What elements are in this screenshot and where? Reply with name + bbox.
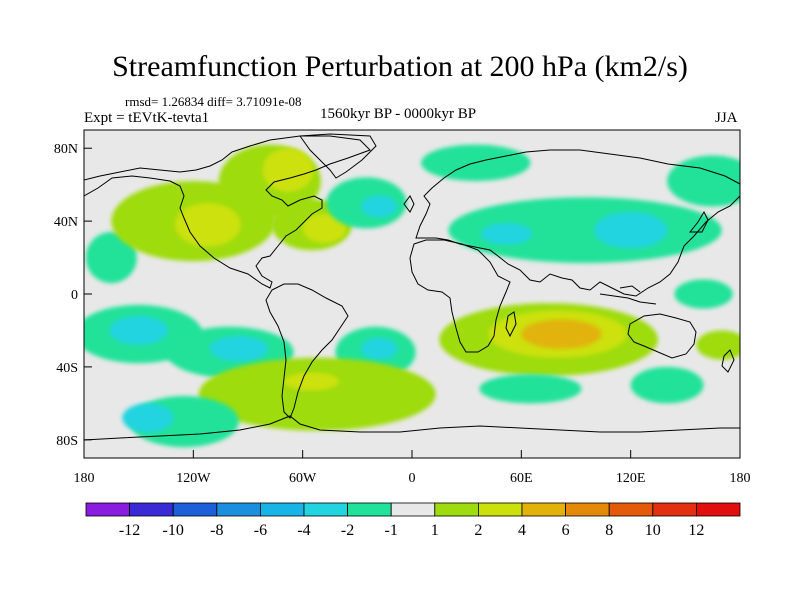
coast-greenland	[299, 133, 377, 179]
contour-blob-29	[696, 330, 740, 360]
axis-ticks: 80N 40N 0 40S 80S 180 120W 60W 0 60E 120E 180	[54, 142, 751, 486]
lon-tick-label: 180	[730, 471, 751, 486]
lon-tick-label: 120W	[176, 471, 211, 486]
colorbar-swatch	[696, 502, 741, 517]
season-label: JJA	[715, 110, 738, 126]
colorbar-label: -10	[163, 522, 184, 539]
colorbar-label: 8	[605, 522, 613, 539]
colorbar-label: -4	[297, 522, 310, 539]
contour-blob-12	[481, 222, 533, 245]
contour-fields	[84, 144, 740, 448]
lon-tick-label: 60E	[510, 471, 533, 486]
contour-blob-21	[284, 372, 340, 391]
contour-blob-27	[479, 374, 582, 404]
contour-blob-23	[122, 403, 174, 433]
coast-africa	[409, 239, 511, 353]
lat-tick-label: 40N	[54, 215, 78, 230]
colorbar-label: -6	[254, 522, 267, 539]
coast-north-america	[84, 135, 371, 289]
colorbar-swatch	[477, 502, 523, 517]
stats-line: rmsd= 1.26834 diff= 3.71091e-08	[125, 94, 302, 109]
coast-eurasia	[415, 149, 740, 297]
contour-blob-8	[360, 195, 398, 218]
colorbar-swatch	[347, 502, 392, 517]
contour-blob-13	[667, 155, 740, 207]
colorbar-label: 1	[431, 522, 439, 539]
coast-australia	[627, 313, 697, 359]
contour-blob-19	[360, 337, 398, 360]
colorbar-label: -1	[385, 522, 398, 539]
colorbar-swatch	[172, 502, 218, 517]
lon-tick-label: 0	[409, 471, 416, 486]
contour-blob-20	[198, 357, 436, 431]
contour-blob-26	[521, 319, 602, 349]
coast-antarctica	[84, 415, 740, 441]
lat-tick-label: 80N	[54, 142, 78, 157]
colorbar-label: -12	[119, 522, 140, 539]
lon-tick-label: 120E	[616, 471, 646, 486]
coast-new-zealand	[721, 349, 735, 373]
colorbar-label: -8	[210, 522, 223, 539]
colorbar-swatch	[216, 502, 261, 517]
colorbar-swatch	[85, 502, 130, 517]
contour-blob-15	[109, 315, 168, 346]
contour-blob-17	[209, 335, 269, 362]
contour-blob-28	[630, 366, 704, 404]
lon-tick-label: 180	[74, 471, 95, 486]
colorbar-swatch	[521, 502, 566, 517]
lat-tick-label: 40S	[56, 361, 78, 376]
colorbar-label: -2	[341, 522, 354, 539]
colorbar-swatch	[565, 502, 610, 517]
colorbar-swatch	[390, 502, 436, 517]
colorbar-swatch	[652, 502, 697, 517]
period-label: 1560kyr BP - 0000kyr BP	[320, 106, 477, 122]
colorbar-swatch	[434, 502, 479, 517]
contour-blob-4	[262, 148, 314, 192]
contour-blob-0	[85, 232, 137, 284]
colorbar-swatch	[303, 502, 348, 517]
contour-blob-6	[302, 213, 347, 243]
contour-blob-10	[448, 197, 722, 264]
coast-indonesia	[599, 285, 657, 305]
coast-south-america	[265, 283, 349, 419]
colorbar-label: 12	[688, 522, 704, 539]
colorbar-label: 2	[474, 522, 482, 539]
colorbar-label: 4	[518, 522, 526, 539]
coastlines	[84, 133, 740, 441]
coast-japan	[688, 210, 709, 233]
contour-blob-30	[674, 279, 733, 309]
lon-tick-label: 60W	[289, 471, 317, 486]
lat-tick-label: 0	[71, 288, 78, 303]
colorbar-swatch	[129, 502, 174, 517]
coast-madagascar	[505, 311, 517, 338]
colorbar-swatch	[259, 502, 305, 517]
colorbar-label: 6	[562, 522, 570, 539]
contour-blob-2	[175, 202, 241, 247]
experiment-label: Expt = tEVtK-tevta1	[84, 110, 210, 126]
chart-title: Streamfunction Perturbation at 200 hPa (…	[112, 50, 688, 83]
coast-uk	[403, 195, 415, 213]
lat-tick-label: 80S	[56, 434, 78, 449]
colorbar-label: 10	[645, 522, 661, 539]
contour-blob-11	[594, 212, 668, 249]
colorbar-swatch	[608, 502, 654, 517]
